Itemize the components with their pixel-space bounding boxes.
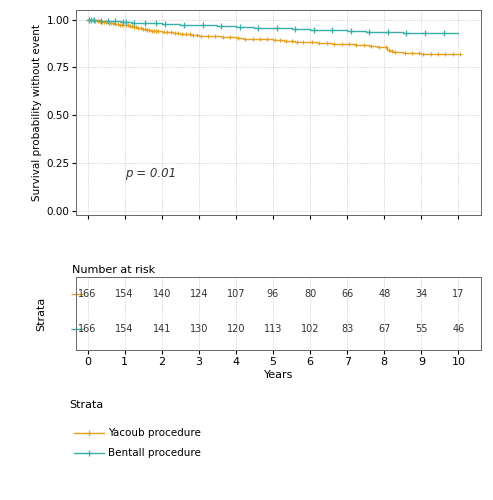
Text: 66: 66 (341, 289, 353, 299)
Y-axis label: Strata: Strata (36, 296, 46, 330)
Text: Number at risk: Number at risk (72, 265, 155, 275)
Text: 17: 17 (452, 289, 464, 299)
Text: Bentall procedure: Bentall procedure (108, 448, 201, 458)
Text: 154: 154 (115, 324, 134, 334)
Text: 48: 48 (378, 289, 390, 299)
Text: 166: 166 (78, 324, 97, 334)
Text: 130: 130 (190, 324, 208, 334)
Text: 154: 154 (115, 289, 134, 299)
Text: 55: 55 (415, 324, 427, 334)
Text: 80: 80 (304, 289, 316, 299)
Text: 124: 124 (189, 289, 208, 299)
Text: 67: 67 (378, 324, 390, 334)
X-axis label: Years: Years (264, 370, 293, 380)
Text: 166: 166 (78, 289, 97, 299)
Text: Strata: Strata (69, 400, 103, 410)
Text: 34: 34 (415, 289, 427, 299)
Text: 120: 120 (227, 324, 245, 334)
Text: 107: 107 (227, 289, 245, 299)
Text: 113: 113 (264, 324, 282, 334)
Text: 83: 83 (341, 324, 353, 334)
Text: Yacoub procedure: Yacoub procedure (108, 428, 201, 438)
Text: p = 0.01: p = 0.01 (125, 166, 176, 179)
Text: 141: 141 (152, 324, 171, 334)
Text: 140: 140 (152, 289, 171, 299)
Text: 46: 46 (452, 324, 464, 334)
Text: 96: 96 (267, 289, 279, 299)
Y-axis label: Survival probability without event: Survival probability without event (32, 24, 42, 201)
Text: 102: 102 (301, 324, 319, 334)
